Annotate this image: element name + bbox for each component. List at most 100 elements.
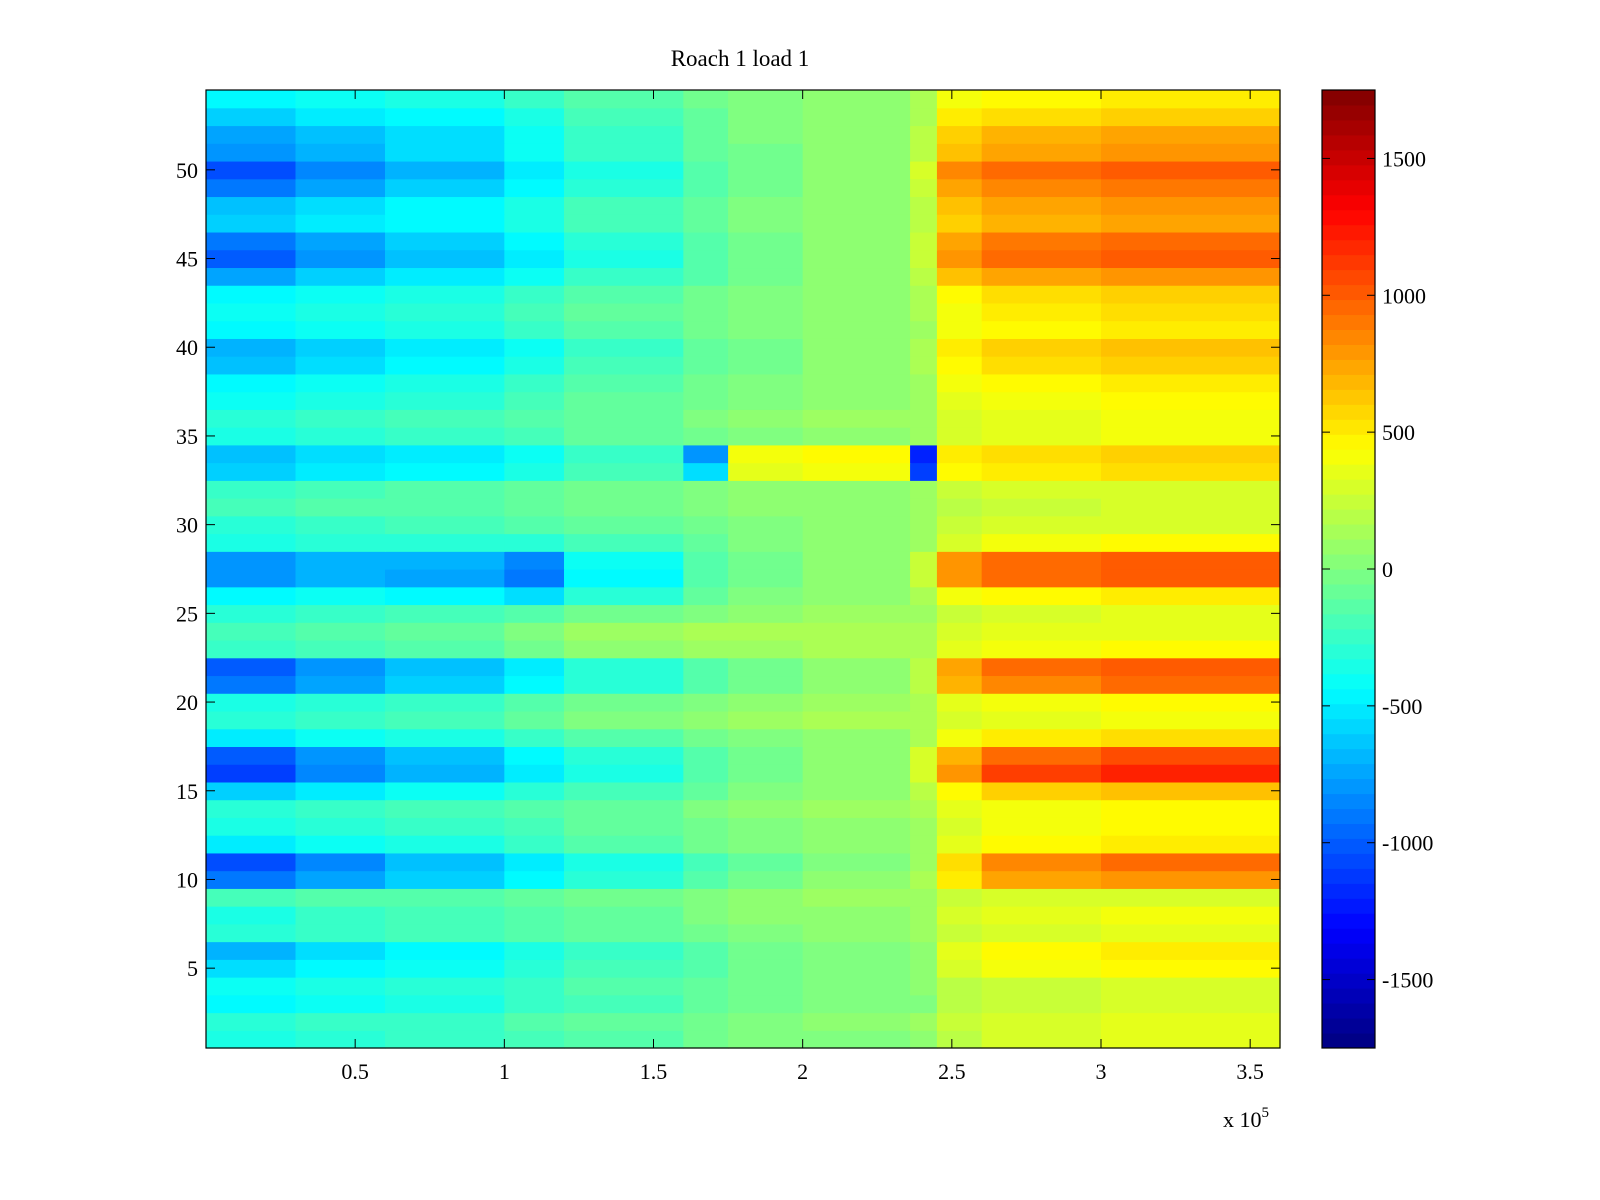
- heatmap-cell: [206, 90, 297, 109]
- heatmap-cell: [728, 320, 804, 339]
- heatmap-cell: [385, 781, 505, 801]
- heatmap-cell: [683, 427, 729, 446]
- heatmap-cell: [910, 941, 938, 960]
- heatmap-cell: [295, 657, 386, 677]
- heatmap-cell: [683, 515, 729, 535]
- heatmap-cell: [683, 160, 729, 180]
- heatmap-cell: [728, 285, 804, 304]
- heatmap-cell: [564, 675, 684, 694]
- colorbar-band: [1322, 434, 1375, 450]
- heatmap-cell: [295, 569, 386, 588]
- heatmap-cell: [504, 498, 565, 517]
- heatmap-cell: [936, 1012, 983, 1031]
- heatmap-cell: [981, 923, 1102, 943]
- heatmap-cell: [683, 462, 729, 481]
- heatmap-cell: [295, 231, 386, 251]
- heatmap-cell: [802, 391, 911, 410]
- colorbar-band: [1322, 673, 1375, 690]
- heatmap-cell: [936, 267, 983, 286]
- colorbar-band: [1322, 344, 1375, 360]
- heatmap-cell: [683, 480, 729, 499]
- heatmap-cell: [981, 551, 1102, 570]
- heatmap-cell: [295, 160, 386, 180]
- heatmap-cell: [728, 799, 804, 818]
- heatmap-cell: [683, 267, 729, 286]
- heatmap-cell: [504, 302, 565, 322]
- heatmap-cell: [295, 444, 386, 464]
- heatmap-cell: [981, 835, 1102, 854]
- heatmap-cell: [385, 906, 505, 925]
- heatmap-cell: [936, 462, 983, 481]
- heatmap-cell: [981, 817, 1102, 836]
- heatmap-cell: [981, 320, 1102, 339]
- colorbar-band: [1322, 718, 1375, 735]
- heatmap-cell: [728, 231, 804, 251]
- heatmap-cell: [295, 994, 386, 1014]
- heatmap-cell: [802, 302, 911, 322]
- heatmap-cell: [564, 781, 684, 801]
- heatmap-cell: [1101, 462, 1281, 481]
- heatmap-cell: [728, 977, 804, 996]
- heatmap-cell: [910, 427, 938, 446]
- heatmap-cell: [981, 781, 1102, 801]
- heatmap-cell: [728, 569, 804, 588]
- heatmap-cell: [385, 267, 505, 286]
- heatmap-cell: [385, 391, 505, 410]
- heatmap-cell: [936, 994, 983, 1014]
- heatmap-cell: [910, 143, 938, 162]
- heatmap-cell: [683, 941, 729, 960]
- heatmap-cell: [981, 373, 1102, 393]
- heatmap-cell: [802, 657, 911, 677]
- colorbar-band: [1322, 628, 1375, 645]
- heatmap-cell: [728, 90, 804, 109]
- heatmap-cell: [295, 728, 386, 748]
- heatmap-cell: [385, 888, 505, 907]
- heatmap-cell: [683, 533, 729, 552]
- heatmap-cell: [564, 764, 684, 783]
- colorbar-band: [1322, 1033, 1375, 1049]
- colorbar-band: [1322, 419, 1375, 435]
- heatmap-cell: [1101, 427, 1281, 446]
- heatmap-cell: [1101, 746, 1281, 765]
- colorbar-band: [1322, 209, 1375, 226]
- heatmap-cell: [683, 320, 729, 339]
- chart-title: Roach 1 load 1: [671, 46, 810, 71]
- heatmap-cell: [910, 409, 938, 428]
- heatmap-cell: [936, 338, 983, 357]
- heatmap-cell: [910, 959, 938, 978]
- heatmap-cell: [295, 267, 386, 286]
- heatmap-cell: [564, 249, 684, 269]
- heatmap-cell: [981, 533, 1102, 552]
- heatmap-cell: [504, 409, 565, 428]
- colorbar-band: [1322, 239, 1375, 256]
- heatmap-cell: [1101, 444, 1281, 464]
- heatmap-cell: [504, 267, 565, 286]
- heatmap-cell: [802, 639, 911, 659]
- heatmap-cell: [981, 356, 1102, 375]
- heatmap-cell: [564, 906, 684, 925]
- heatmap-cell: [936, 959, 983, 978]
- heatmap-cell: [981, 267, 1102, 286]
- heatmap-cell: [910, 746, 938, 765]
- heatmap-cell: [683, 799, 729, 818]
- heatmap-cell: [385, 1012, 505, 1031]
- heatmap-cell: [206, 249, 297, 269]
- heatmap-cell: [295, 675, 386, 694]
- heatmap-cell: [385, 160, 505, 180]
- heatmap-cell: [206, 817, 297, 836]
- heatmap-cell: [981, 480, 1102, 499]
- heatmap-cell: [981, 764, 1102, 783]
- heatmap-cell: [802, 427, 911, 446]
- heatmap-cell: [504, 817, 565, 836]
- heatmap-cell: [728, 125, 804, 144]
- heatmap-cell: [564, 409, 684, 428]
- heatmap-cell: [802, 622, 911, 641]
- heatmap-cell: [1101, 728, 1281, 748]
- heatmap-cell: [504, 480, 565, 499]
- heatmap-cell: [206, 515, 297, 535]
- heatmap-cell: [1101, 622, 1281, 641]
- heatmap-cell: [206, 160, 297, 180]
- heatmap-cell: [564, 604, 684, 623]
- heatmap-cell: [1101, 302, 1281, 322]
- heatmap-cell: [1101, 639, 1281, 659]
